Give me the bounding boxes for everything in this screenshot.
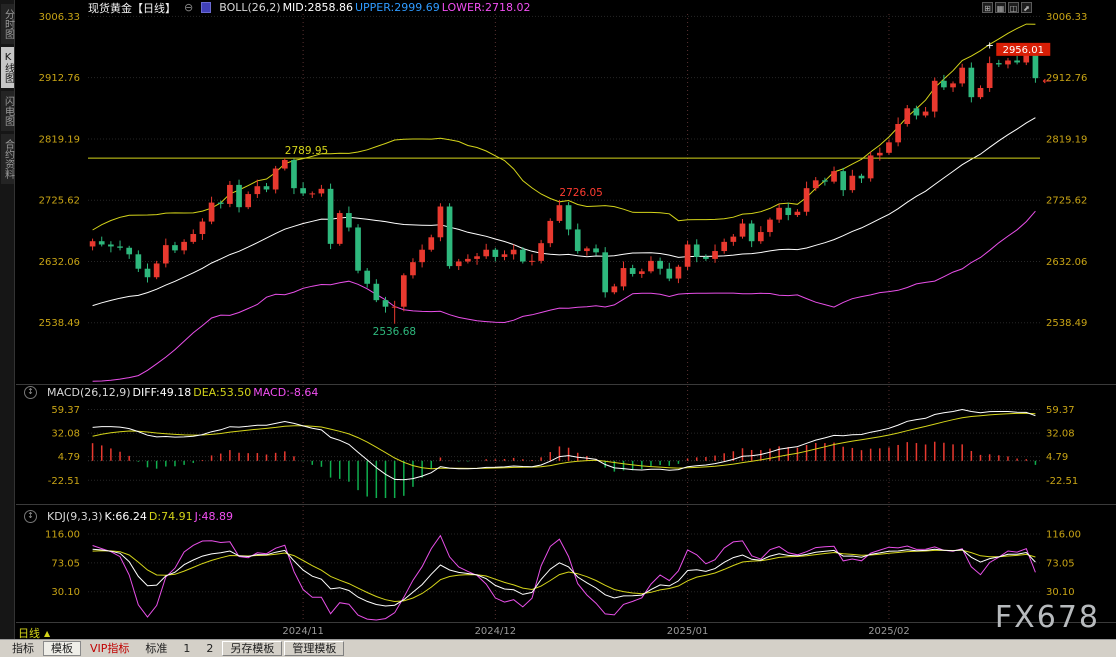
boll-legend: BOLL(26,2) MID:2858.86 UPPER:2999.69 LOWER:… <box>219 1 532 14</box>
svg-text:2538.49: 2538.49 <box>1046 318 1087 329</box>
svg-text:2725.62: 2725.62 <box>1046 196 1087 207</box>
macd-legend: MACD(26,12,9) DIFF:49.18 DEA:53.50 MACD:-8.… <box>47 386 320 399</box>
macd-legend-part-2: DEA:53.50 <box>193 386 252 399</box>
watermark: FX678 <box>994 600 1100 635</box>
period-label: 日线 <box>18 627 40 640</box>
svg-text:59.37: 59.37 <box>51 405 80 416</box>
bollinger-layer <box>92 23 1036 382</box>
svg-text:2819.19: 2819.19 <box>39 134 80 145</box>
svg-text:2025/01: 2025/01 <box>667 626 709 637</box>
macd-legend-part-0: MACD(26,12,9) <box>47 386 131 399</box>
svg-text:116.00: 116.00 <box>1046 530 1081 541</box>
svg-text:-22.51: -22.51 <box>48 476 80 487</box>
svg-text:2725.62: 2725.62 <box>39 196 80 207</box>
svg-text:2726.05: 2726.05 <box>559 187 602 199</box>
grid-layout-icon[interactable]: ▦ <box>995 2 1006 13</box>
boll-legend-part-1: MID:2858.86 <box>282 1 353 14</box>
tab-time-chart[interactable]: 分时图 <box>0 4 14 44</box>
annotation-layer: 2789.95 2726.05 2536.68 2956.01 ← + <box>285 40 1052 338</box>
svg-text:3006.33: 3006.33 <box>1046 12 1087 23</box>
macd-legend-part-3: MACD:-8.64 <box>253 386 319 399</box>
kdj-legend-part-2: D:74.91 <box>148 510 193 523</box>
svg-text:2536.68: 2536.68 <box>373 326 416 338</box>
kdj-legend-part-3: J:48.89 <box>194 510 234 523</box>
indicator-flag-icon <box>201 2 212 13</box>
bottom-toolbar: 指标 模板 VIP指标 标准 1 2 另存模板 管理模板 <box>0 639 1116 657</box>
split-view-icon[interactable]: ◫ <box>1008 2 1019 13</box>
kdj-panel-collapse-icon[interactable]: ↕ <box>24 510 37 523</box>
svg-text:2956.01: 2956.01 <box>1003 45 1044 56</box>
macd-legend-part-1: DIFF:49.18 <box>132 386 192 399</box>
svg-text:-22.51: -22.51 <box>1046 476 1078 487</box>
candlestick-layer <box>89 49 1039 324</box>
svg-text:4.79: 4.79 <box>58 452 80 463</box>
time-axis: 2024/11 2024/12 2025/01 2025/02 <box>282 626 909 637</box>
svg-text:116.00: 116.00 <box>45 530 80 541</box>
symbol-title: 现货黄金【日线】 <box>88 1 176 15</box>
svg-text:2025/02: 2025/02 <box>868 626 910 637</box>
svg-text:73.05: 73.05 <box>51 558 80 569</box>
kdj-legend-part-0: KDJ(9,3,3) <box>47 510 103 523</box>
boll-legend-part-0: BOLL(26,2) <box>219 1 281 14</box>
svg-text:32.08: 32.08 <box>51 429 80 440</box>
svg-text:2024/12: 2024/12 <box>475 626 517 637</box>
kdj-legend: KDJ(9,3,3) K:66.24 D:74.91 J:48.89 <box>47 510 235 523</box>
window-layout-icons: ⊞ ▦ ◫ ⬈ <box>982 2 1032 13</box>
save-template-button[interactable]: 另存模板 <box>222 641 283 656</box>
svg-text:3006.33: 3006.33 <box>39 12 80 23</box>
tab-templates[interactable]: 模板 <box>43 641 81 656</box>
tab-standard[interactable]: 标准 <box>145 642 168 655</box>
svg-text:59.37: 59.37 <box>1046 405 1075 416</box>
macd-legend-row: ↕ MACD(26,12,9) DIFF:49.18 DEA:53.50 MACD:-… <box>24 386 320 399</box>
svg-text:30.10: 30.10 <box>51 587 80 598</box>
grid-layer <box>16 14 1116 623</box>
chart-type-sidebar: 分时图 K线图闪电图合约资料 <box>0 0 15 639</box>
svg-text:2024/11: 2024/11 <box>282 626 324 637</box>
svg-text:2789.95: 2789.95 <box>285 145 328 157</box>
svg-text:2819.19: 2819.19 <box>1046 134 1087 145</box>
svg-text:2632.06: 2632.06 <box>39 257 80 268</box>
svg-text:73.05: 73.05 <box>1046 558 1075 569</box>
period-selector[interactable]: 日线 ▲ <box>18 625 50 641</box>
svg-text:2538.49: 2538.49 <box>39 318 80 329</box>
tab-1[interactable]: 1 <box>183 642 191 655</box>
chart-header: 现货黄金【日线】 ⊖ BOLL(26,2) MID:2858.86 UPPER:29… <box>88 1 532 15</box>
expand-icon[interactable]: ⬈ <box>1021 2 1032 13</box>
period-dropdown-arrow-icon: ▲ <box>44 628 51 638</box>
svg-text:2632.06: 2632.06 <box>1046 257 1087 268</box>
svg-text:2912.76: 2912.76 <box>39 73 80 84</box>
kdj-layer <box>92 534 1036 621</box>
tab-lightning-chart[interactable]: 闪电图 <box>0 91 14 131</box>
svg-text:32.08: 32.08 <box>1046 429 1075 440</box>
price-axis: 3006.33 3006.33 2912.76 2912.76 2819.19 2819.… <box>39 12 1088 598</box>
tab-indicators[interactable]: 指标 <box>12 642 34 655</box>
chart-canvas[interactable]: 3006.33 3006.33 2912.76 2912.76 2819.19 2819.… <box>0 0 1116 639</box>
tab-kline-chart[interactable]: K线图 <box>0 47 14 88</box>
tab-vip-indicators[interactable]: VIP指标 <box>90 642 130 655</box>
svg-text:←: ← <box>1042 74 1051 87</box>
boll-legend-part-2: UPPER:2999.69 <box>354 1 440 14</box>
svg-text:4.79: 4.79 <box>1046 452 1068 463</box>
svg-text:+: + <box>985 40 993 51</box>
svg-text:30.10: 30.10 <box>1046 587 1075 598</box>
new-window-icon[interactable]: ⊞ <box>982 2 993 13</box>
tab-2[interactable]: 2 <box>206 642 214 655</box>
kdj-legend-part-1: K:66.24 <box>104 510 147 523</box>
kdj-legend-row: ↕ KDJ(9,3,3) K:66.24 D:74.91 J:48.89 <box>24 510 235 523</box>
svg-text:2912.76: 2912.76 <box>1046 73 1087 84</box>
macd-panel-collapse-icon[interactable]: ↕ <box>24 386 37 399</box>
tab-contract-info[interactable]: 合约资料 <box>0 134 14 184</box>
macd-layer <box>91 408 1037 498</box>
collapse-icon[interactable]: ⊖ <box>184 1 194 14</box>
manage-template-button[interactable]: 管理模板 <box>284 641 345 656</box>
boll-legend-part-3: LOWER:2718.02 <box>441 1 531 14</box>
